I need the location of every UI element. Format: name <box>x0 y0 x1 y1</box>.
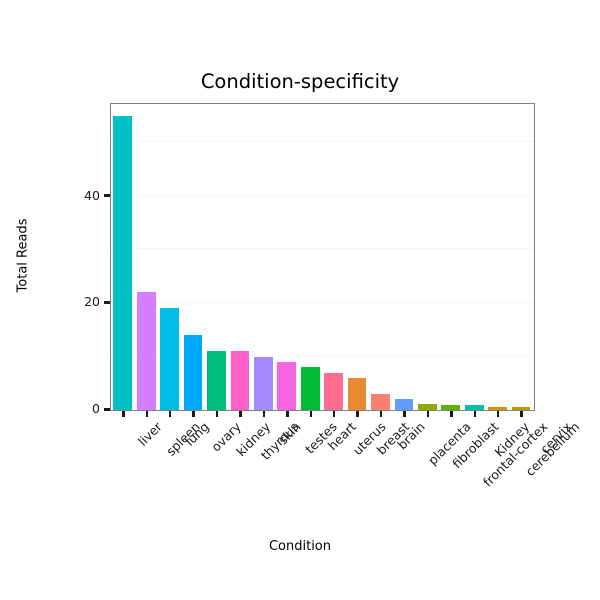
x-tick-mark <box>473 411 476 417</box>
x-tick-mark <box>168 411 172 417</box>
y-tick-mark <box>104 301 110 304</box>
bar-series <box>111 104 534 410</box>
x-tick-mark <box>122 411 125 417</box>
x-tick-label: liver <box>135 419 166 449</box>
y-tick-label: 40 <box>84 187 100 203</box>
bar[interactable] <box>441 404 461 410</box>
gridline <box>111 355 534 357</box>
x-tick-mark <box>192 411 195 417</box>
gridline <box>111 248 534 250</box>
x-axis-title: Condition <box>268 539 332 554</box>
bar[interactable] <box>136 292 156 410</box>
chart-title: Condition-specificity <box>200 70 400 93</box>
x-tick-mark <box>239 411 242 417</box>
y-tick-mark <box>104 408 110 411</box>
x-tick-mark <box>426 411 430 417</box>
bar[interactable] <box>183 335 203 410</box>
gridline <box>111 194 534 196</box>
bar[interactable] <box>253 356 273 410</box>
bar[interactable] <box>511 406 531 410</box>
bar[interactable] <box>464 405 484 410</box>
gridline <box>111 301 534 303</box>
bar[interactable] <box>300 367 320 410</box>
bar[interactable] <box>160 308 179 410</box>
y-tick-label: 0 <box>92 401 100 417</box>
bar[interactable] <box>394 399 414 410</box>
x-tick-mark <box>215 411 219 417</box>
x-tick-mark <box>403 411 406 417</box>
x-tick-mark <box>450 411 453 417</box>
y-tick-mark <box>104 194 110 197</box>
x-tick-mark <box>379 411 383 417</box>
x-tick-mark <box>356 411 359 417</box>
bar[interactable] <box>230 351 250 410</box>
bar[interactable] <box>347 377 367 410</box>
plot-panel-inner <box>111 104 534 410</box>
x-tick-mark <box>333 411 336 417</box>
bar[interactable] <box>488 406 507 410</box>
plot-panel <box>110 103 535 411</box>
bar[interactable] <box>207 351 226 410</box>
bar[interactable] <box>371 393 390 410</box>
x-tick-mark <box>145 411 148 417</box>
x-tick-mark <box>262 411 266 417</box>
x-tick-mark <box>286 411 289 417</box>
bar[interactable] <box>113 115 133 410</box>
x-tick-mark <box>309 411 312 417</box>
bar[interactable] <box>417 403 437 410</box>
gridline <box>111 141 534 143</box>
y-axis-title: Total Reads <box>15 218 31 293</box>
bar[interactable] <box>277 361 297 410</box>
x-tick-mark <box>497 411 500 417</box>
x-tick-mark <box>520 411 523 417</box>
bar[interactable] <box>324 372 343 410</box>
y-tick-label: 20 <box>84 294 100 310</box>
